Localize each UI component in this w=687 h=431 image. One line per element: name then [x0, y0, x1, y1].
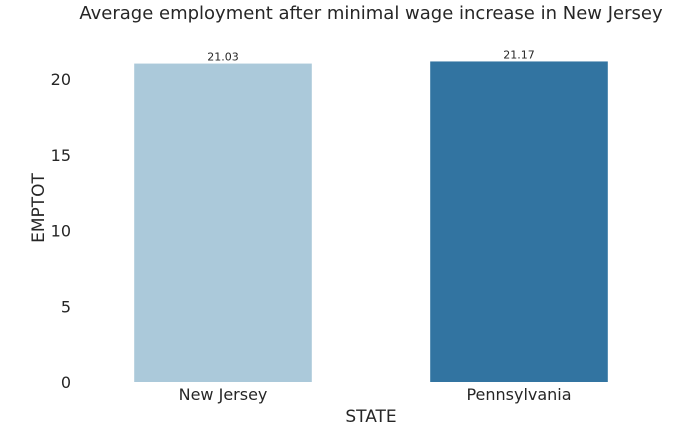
bar	[134, 63, 312, 382]
x-tick-label: New Jersey	[179, 385, 268, 404]
x-axis-label: STATE	[345, 407, 396, 427]
chart-title: Average employment after minimal wage in…	[79, 3, 663, 24]
bars: 21.03 21.17	[134, 48, 608, 382]
x-tick-label: Pennsylvania	[466, 385, 571, 404]
y-tick-label: 5	[61, 297, 71, 316]
bar	[430, 61, 608, 382]
y-axis-label: EMPTOT	[29, 172, 49, 242]
y-tick-label: 15	[51, 146, 71, 165]
bar-value-label: 21.03	[207, 51, 239, 64]
y-tick-label: 10	[51, 222, 71, 241]
x-axis: New Jersey Pennsylvania	[179, 385, 572, 404]
bar-value-label: 21.17	[503, 48, 535, 61]
y-axis: 0 5 10 15 20	[51, 70, 71, 392]
y-tick-label: 0	[61, 373, 71, 392]
y-tick-label: 20	[51, 70, 71, 89]
